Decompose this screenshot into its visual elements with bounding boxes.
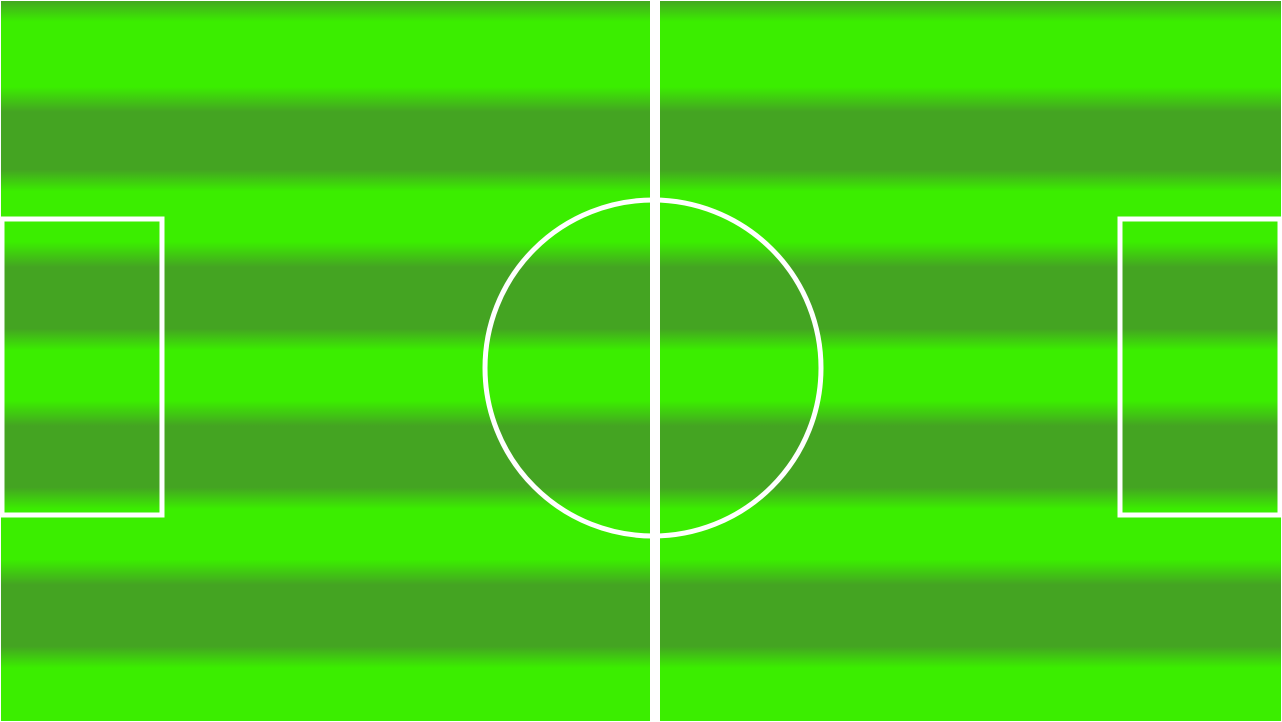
halfway-line bbox=[650, 0, 660, 722]
center-circle bbox=[482, 197, 824, 539]
right-penalty-box bbox=[1117, 216, 1282, 518]
left-penalty-box bbox=[0, 216, 165, 518]
